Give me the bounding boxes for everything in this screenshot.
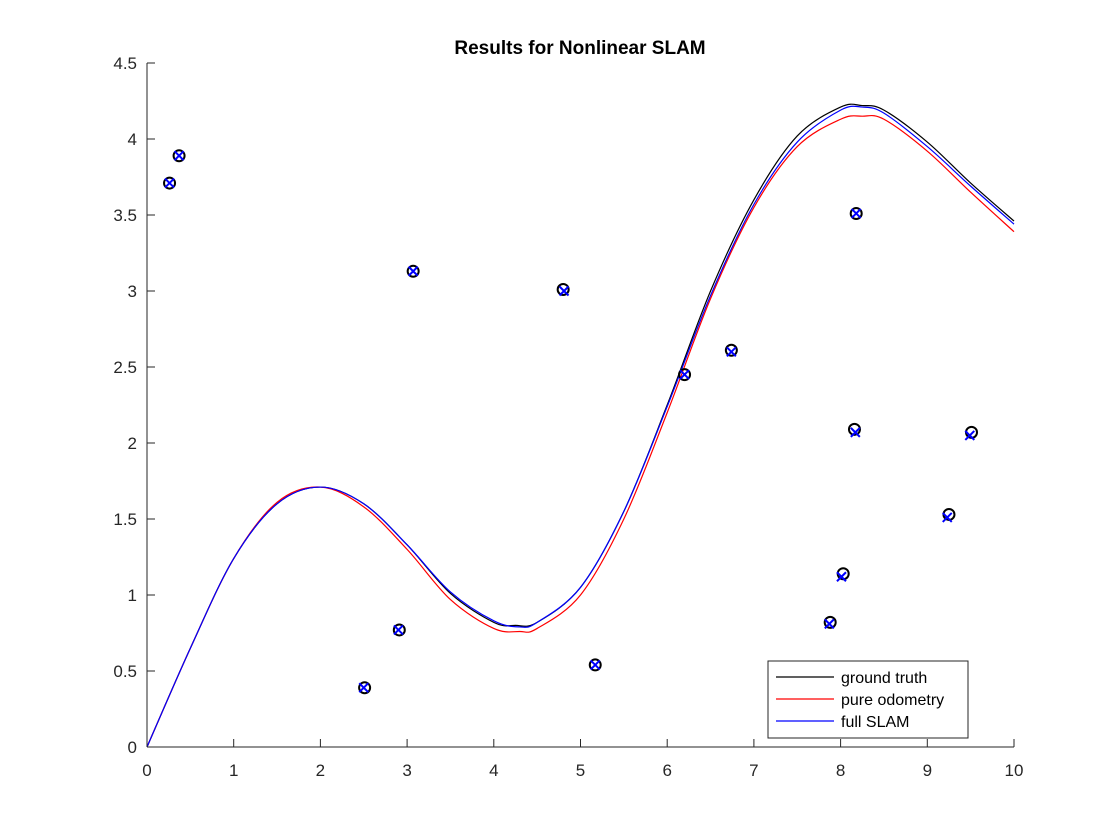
legend: ground truth pure odometry full SLAM bbox=[767, 660, 969, 739]
estimate-cross-stroke bbox=[590, 659, 601, 671]
y-tick-label: 4 bbox=[128, 130, 137, 149]
landmark-estimate-marker bbox=[824, 618, 835, 630]
landmark-true-marker bbox=[588, 658, 602, 672]
estimate-cross-stroke bbox=[679, 369, 690, 380]
x-tick-label: 2 bbox=[316, 761, 325, 780]
landmark-estimate-marker bbox=[850, 208, 862, 219]
x-tick-label: 8 bbox=[836, 761, 845, 780]
x-tick-label: 6 bbox=[662, 761, 671, 780]
x-tick-label: 9 bbox=[923, 761, 932, 780]
landmark-true-marker bbox=[849, 206, 863, 220]
legend-label: pure odometry bbox=[841, 692, 944, 709]
landmark-estimate-marker bbox=[393, 624, 404, 636]
landmark-estimate-marker bbox=[679, 369, 690, 380]
landmark-estimate-marker bbox=[558, 285, 570, 297]
landmark-estimate-marker bbox=[164, 177, 175, 189]
axes-layer: 0 1 2 3 4 5 6 7 8 9 10 0 0.5 1 1.5 2 2.5 3 3.5 4 4.5 bbox=[113, 54, 1023, 780]
landmark-true-marker bbox=[358, 681, 372, 695]
plot-background bbox=[147, 63, 1014, 747]
estimate-cross-stroke bbox=[824, 618, 835, 630]
landmark-estimate-marker bbox=[836, 571, 847, 582]
estimate-cross-stroke bbox=[358, 682, 369, 693]
landmark-layer bbox=[163, 149, 979, 695]
landmark-true-marker bbox=[724, 343, 738, 357]
estimate-cross-stroke bbox=[407, 266, 419, 277]
landmark-true-marker bbox=[172, 149, 186, 163]
estimate-cross-stroke bbox=[164, 177, 175, 189]
y-tick-label: 4.5 bbox=[113, 54, 137, 73]
y-tick-label: 2.5 bbox=[113, 358, 137, 377]
y-tick-label: 3 bbox=[128, 282, 137, 301]
series-line-pure-odometry bbox=[146, 114, 1015, 748]
x-tick-label: 7 bbox=[749, 761, 758, 780]
chart-title: Results for Nonlinear SLAM bbox=[454, 38, 705, 59]
estimate-cross-stroke bbox=[173, 150, 185, 161]
estimate-cross-stroke bbox=[836, 571, 847, 582]
estimate-cross-stroke bbox=[726, 346, 737, 358]
x-tick-label: 3 bbox=[402, 761, 411, 780]
landmark-estimate-marker bbox=[726, 346, 737, 358]
landmark-true-marker bbox=[556, 282, 570, 296]
estimate-cross-stroke bbox=[964, 430, 975, 441]
series-layer bbox=[146, 103, 1015, 748]
landmark-estimate-marker bbox=[964, 430, 975, 441]
series-line-full-SLAM bbox=[146, 105, 1015, 748]
landmark-estimate-marker bbox=[850, 427, 861, 438]
x-tick-label: 1 bbox=[229, 761, 238, 780]
estimate-cross-stroke bbox=[942, 512, 953, 523]
legend-label: ground truth bbox=[841, 670, 927, 687]
landmark-estimate-marker bbox=[407, 266, 419, 277]
plot-area bbox=[147, 63, 1014, 747]
landmark-true-marker bbox=[823, 615, 837, 629]
landmark-estimate-marker bbox=[590, 659, 601, 671]
landmark-true-marker bbox=[392, 623, 406, 637]
y-tick-label: 0 bbox=[128, 738, 137, 757]
landmark-estimate-marker bbox=[173, 150, 185, 161]
y-tick-label: 2 bbox=[128, 434, 137, 453]
landmark-true-marker bbox=[163, 176, 177, 190]
x-tick-label: 0 bbox=[142, 761, 151, 780]
y-tick-label: 0.5 bbox=[113, 662, 137, 681]
estimate-cross-stroke bbox=[393, 624, 404, 636]
x-tick-label: 5 bbox=[576, 761, 585, 780]
landmark-true-marker bbox=[847, 422, 861, 436]
y-tick-label: 1 bbox=[128, 586, 137, 605]
x-tick-label: 10 bbox=[1005, 761, 1024, 780]
estimate-cross-stroke bbox=[850, 208, 862, 219]
legend-label: full SLAM bbox=[841, 714, 909, 731]
landmark-true-marker bbox=[406, 264, 420, 278]
y-tick-label: 1.5 bbox=[113, 510, 137, 529]
landmark-estimate-marker bbox=[358, 682, 369, 693]
y-tick-label: 3.5 bbox=[113, 206, 137, 225]
landmark-true-marker bbox=[678, 368, 692, 382]
estimate-cross-stroke bbox=[850, 427, 861, 438]
landmark-estimate-marker bbox=[942, 512, 953, 523]
estimate-cross-stroke bbox=[558, 285, 570, 297]
x-tick-label: 4 bbox=[489, 761, 498, 780]
